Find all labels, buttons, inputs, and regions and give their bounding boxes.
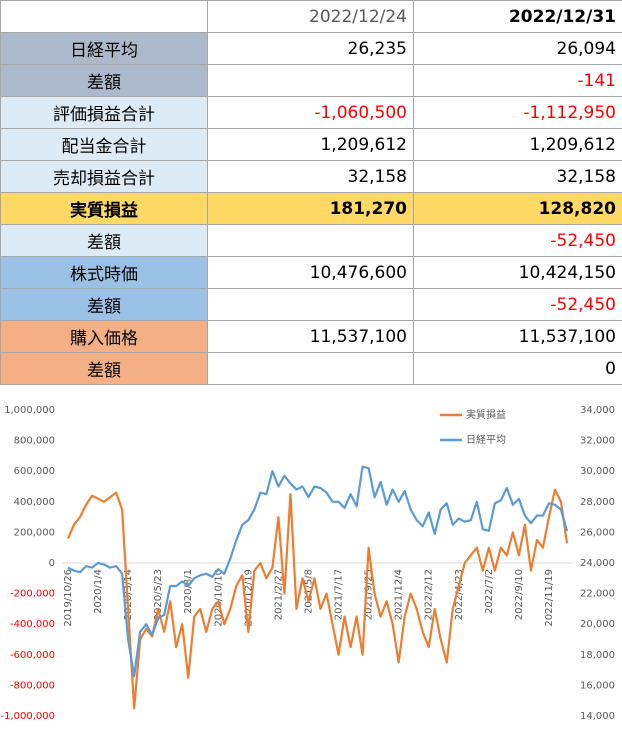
table-row: 差額 -52,450 <box>0 288 622 321</box>
value-cell: 181,270 <box>207 192 414 225</box>
value-cell: 32,158 <box>207 160 414 193</box>
value-cell: -141 <box>413 64 622 97</box>
y-tick-label: -600,000 <box>10 650 55 661</box>
row-label: 差額 <box>0 64 208 97</box>
y-tick-label: -800,000 <box>10 680 55 691</box>
row-label: 差額 <box>0 352 208 385</box>
row-label: 評価損益合計 <box>0 96 208 129</box>
x-tick-label: 2022/9/10 <box>514 569 525 620</box>
y-tick-label: 600,000 <box>14 466 55 477</box>
value-cell: 1,209,612 <box>413 128 622 161</box>
header-cell: 2022/12/31 <box>413 0 622 33</box>
y-tick-label: -1,000,000 <box>0 711 55 722</box>
x-tick-label: 2020/5/23 <box>153 569 164 620</box>
value-cell <box>207 224 414 257</box>
x-tick-label: 2019/10/26 <box>63 569 74 627</box>
table-body: 2022/12/24 2022/12/31 日経平均 26,235 26,094 差額… <box>0 0 622 385</box>
value-cell: 26,235 <box>207 32 414 65</box>
y-tick-label: 0 <box>49 558 55 569</box>
row-label: 実質損益 <box>0 192 208 225</box>
value-cell: 1,209,612 <box>207 128 414 161</box>
x-tick-label: 2021/5/8 <box>303 569 314 614</box>
value-cell: 128,820 <box>413 192 622 225</box>
x-tick-label: 2020/1/4 <box>93 569 104 614</box>
row-label: 売却損益合計 <box>0 160 208 193</box>
value-cell: 0 <box>413 352 622 385</box>
row-label: 日経平均 <box>0 32 208 65</box>
y-tick-label: -200,000 <box>10 589 55 600</box>
row-label: 配当金合計 <box>0 128 208 161</box>
table-row: 売却損益合計 32,158 32,158 <box>0 160 622 193</box>
y-tick-label: 800,000 <box>14 436 55 447</box>
value-cell: 26,094 <box>413 32 622 65</box>
value-cell: 11,537,100 <box>207 320 414 353</box>
value-cell: -1,060,500 <box>207 96 414 129</box>
value-cell <box>207 352 414 385</box>
value-cell <box>207 288 414 321</box>
table-row: 配当金合計 1,209,612 1,209,612 <box>0 128 622 161</box>
row-label: 株式時価 <box>0 256 208 289</box>
table-row: 購入価格 11,537,100 11,537,100 <box>0 320 622 353</box>
legend-label: 実質損益 <box>466 408 506 421</box>
y2-tick-label: 16,000 <box>580 680 615 691</box>
x-tick-label: 2020/12/19 <box>243 569 254 627</box>
y2-tick-label: 28,000 <box>580 497 615 508</box>
header-row: 2022/12/24 2022/12/31 <box>0 0 622 33</box>
y2-tick-label: 14,000 <box>580 711 615 722</box>
row-label: 購入価格 <box>0 320 208 353</box>
summary-table: 2022/12/24 2022/12/31 日経平均 26,235 26,094 差額… <box>0 0 622 385</box>
y2-tick-label: 26,000 <box>580 527 615 538</box>
x-tick-label: 2021/7/17 <box>334 569 345 620</box>
x-tick-label: 2022/11/19 <box>544 569 555 627</box>
header-cell <box>0 0 208 33</box>
table-row: 差額 -52,450 <box>0 224 622 257</box>
value-cell: -52,450 <box>413 288 622 321</box>
x-tick-label: 2021/2/27 <box>273 569 284 620</box>
table-row: 差額 0 <box>0 352 622 385</box>
value-cell: 10,424,150 <box>413 256 622 289</box>
y2-tick-label: 18,000 <box>580 650 615 661</box>
value-cell: 10,476,600 <box>207 256 414 289</box>
y-tick-label: 1,000,000 <box>4 405 55 416</box>
x-tick-label: 2022/2/12 <box>424 569 435 620</box>
y2-tick-label: 32,000 <box>580 436 615 447</box>
table-row: 株式時価 10,476,600 10,424,150 <box>0 256 622 289</box>
y2-tick-label: 22,000 <box>580 589 615 600</box>
table-row: 差額 -141 <box>0 64 622 97</box>
y2-tick-label: 20,000 <box>580 619 615 630</box>
x-tick-label: 2022/7/2 <box>484 569 495 614</box>
x-tick-label: 2021/12/4 <box>394 569 405 620</box>
chart: -1,000,000 -800,000 -600,000 -400,000 -200,0… <box>0 405 615 722</box>
x-tick-label: 2022/4/23 <box>454 569 465 620</box>
value-cell <box>207 64 414 97</box>
x-tick-label: 2021/9/25 <box>364 569 375 620</box>
row-label: 差額 <box>0 224 208 257</box>
y-tick-label: 400,000 <box>14 497 55 508</box>
table-row: 実質損益 181,270 128,820 <box>0 192 622 225</box>
y2-tick-label: 30,000 <box>580 466 615 477</box>
y2-tick-label: 34,000 <box>580 405 615 416</box>
series-line <box>67 465 569 678</box>
value-cell: 11,537,100 <box>413 320 622 353</box>
x-tick-label: 2020/3/14 <box>123 569 134 620</box>
header-cell: 2022/12/24 <box>207 0 414 33</box>
legend-label: 日経平均 <box>466 433 506 446</box>
y-tick-label: 200,000 <box>14 527 55 538</box>
table-row: 日経平均 26,235 26,094 <box>0 32 622 65</box>
table-row: 評価損益合計 -1,060,500 -1,112,950 <box>0 96 622 129</box>
value-cell: -52,450 <box>413 224 622 257</box>
x-tick-label: 2020/10/10 <box>213 569 224 627</box>
value-cell: 32,158 <box>413 160 622 193</box>
x-tick-label: 2020/8/1 <box>183 569 194 614</box>
row-label: 差額 <box>0 288 208 321</box>
value-cell: -1,112,950 <box>413 96 622 129</box>
y-tick-label: -400,000 <box>10 619 55 630</box>
y2-tick-label: 24,000 <box>580 558 615 569</box>
